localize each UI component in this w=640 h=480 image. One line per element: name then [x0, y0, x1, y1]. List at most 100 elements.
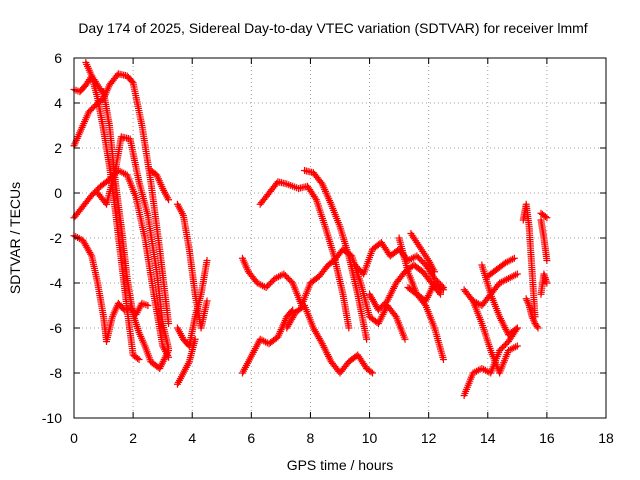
data-point [500, 342, 508, 350]
series-arc-32 [537, 209, 551, 222]
y-axis-label: SDTVAR / TECUs [7, 182, 23, 294]
series-arc-15 [283, 302, 377, 377]
data-point [267, 279, 275, 287]
y-tick-label: -4 [50, 275, 63, 291]
series-arc-7 [100, 88, 173, 372]
y-tick-label: 0 [54, 185, 62, 201]
data-point [438, 285, 446, 293]
x-tick-label: 8 [307, 430, 315, 446]
data-point [543, 214, 551, 222]
data-point [524, 298, 532, 306]
y-tick-label: 4 [54, 95, 62, 111]
x-tick-label: 12 [421, 430, 437, 446]
y-tick-label: -6 [50, 320, 63, 336]
data-point [144, 302, 152, 309]
data-point [287, 278, 295, 285]
series-arc-27 [484, 254, 518, 280]
series-arc-22 [407, 230, 439, 276]
series-arc-5 [70, 232, 152, 345]
data-point [414, 254, 422, 261]
data-point [543, 279, 551, 287]
data-point [530, 316, 538, 324]
data-point [502, 341, 510, 348]
data-point [529, 314, 537, 322]
series-arc-13 [238, 254, 338, 309]
series-arc-14 [256, 178, 353, 332]
data-point [530, 318, 538, 326]
data-point [264, 282, 272, 290]
x-tick-label: 0 [70, 430, 78, 446]
x-tick-label: 10 [362, 430, 378, 446]
data-point [419, 258, 427, 266]
x-tick-label: 6 [247, 430, 255, 446]
series-arc-6 [94, 133, 173, 352]
data-point [528, 313, 536, 321]
data-marks [70, 59, 551, 399]
axis-ticks [73, 57, 607, 419]
data-point [355, 266, 363, 273]
data-point [374, 306, 382, 314]
data-point [281, 272, 289, 279]
series-arc-31 [537, 270, 551, 298]
data-point [369, 369, 377, 377]
data-point [91, 188, 99, 196]
x-tick-label: 18 [598, 430, 614, 446]
series-arc-2 [70, 70, 173, 327]
data-point [88, 191, 96, 199]
x-tick-label: 2 [129, 430, 137, 446]
data-point [416, 255, 424, 263]
series-arc-20 [395, 234, 447, 363]
data-point [543, 257, 551, 264]
series-arc-26 [478, 261, 521, 339]
data-point [439, 356, 447, 363]
y-tick-label: -8 [50, 365, 63, 381]
data-point [431, 268, 439, 276]
data-point [89, 190, 97, 198]
data-point [496, 347, 504, 354]
data-point [524, 300, 532, 308]
data-point [268, 278, 276, 285]
y-tick-label: -2 [50, 230, 63, 246]
x-tick-label: 16 [539, 430, 555, 446]
data-point [413, 252, 421, 260]
data-point [345, 324, 353, 332]
x-tick-label: 14 [480, 430, 496, 446]
data-point [499, 344, 507, 351]
data-point [203, 257, 211, 264]
chart-title: Day 174 of 2025, Sidereal Day-to-day VTE… [78, 20, 587, 36]
data-point [286, 276, 294, 284]
y-tick-label: 2 [54, 140, 62, 156]
data-point [522, 295, 530, 303]
data-point [165, 196, 173, 204]
y-tick-label: 6 [54, 50, 62, 66]
series-arc-28 [519, 200, 539, 321]
data-point [377, 303, 385, 311]
data-point [380, 300, 388, 308]
data-point [379, 302, 387, 309]
series-arc-11 [173, 257, 211, 350]
data-point [436, 290, 444, 298]
data-point [284, 275, 292, 282]
data-point [351, 261, 359, 269]
data-point [273, 179, 281, 187]
data-point [512, 325, 520, 333]
data-point [86, 107, 94, 114]
data-point [85, 108, 93, 116]
data-point [391, 311, 399, 319]
data-point [88, 105, 96, 113]
data-point [513, 324, 521, 332]
data-point [534, 324, 542, 332]
x-tick-label: 4 [188, 430, 196, 446]
data-point [523, 296, 531, 304]
data-point [354, 264, 362, 272]
data-point [541, 213, 549, 221]
data-point [262, 284, 270, 291]
y-tick-label: -10 [42, 410, 62, 426]
data-point [376, 305, 384, 312]
data-point [165, 320, 173, 327]
series-arc-21 [404, 279, 447, 305]
data-point [89, 104, 97, 111]
data-point [113, 71, 121, 79]
data-point [352, 263, 360, 270]
